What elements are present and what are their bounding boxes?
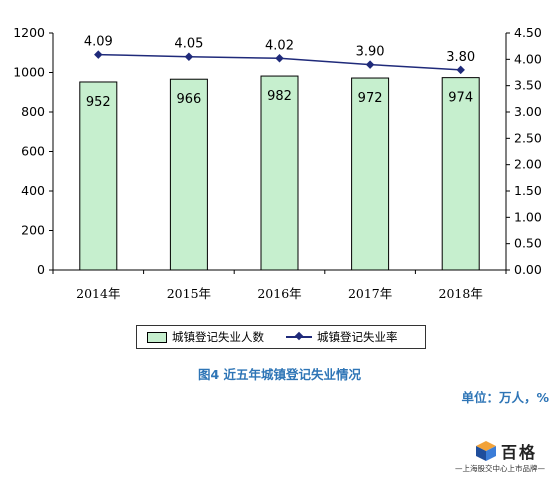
line-value-label: 4.05 xyxy=(174,37,203,52)
right-tick-label: 3.50 xyxy=(514,78,542,93)
x-tick-label: 2015年 xyxy=(167,286,211,301)
right-tick-label: 2.00 xyxy=(514,157,542,172)
right-tick-label: 1.00 xyxy=(514,209,542,224)
left-tick-label: 400 xyxy=(21,183,45,198)
line-value-label: 3.90 xyxy=(356,45,385,60)
right-tick-label: 4.00 xyxy=(514,51,542,66)
line-point xyxy=(275,54,284,63)
legend-item-bar: 城镇登记失业人数 xyxy=(137,329,264,345)
figure-caption: 图4 近五年城镇登记失业情况 xyxy=(197,367,362,382)
bar xyxy=(169,78,208,271)
left-tick-label: 0 xyxy=(37,262,45,277)
brand-name: 百格 xyxy=(501,443,538,462)
brand-cube-icon xyxy=(476,441,496,461)
legend-bar-label: 城镇登记失业人数 xyxy=(172,330,264,344)
chart-legend: 城镇登记失业人数 城镇登记失业率 xyxy=(136,325,426,349)
x-tick-label: 2017年 xyxy=(348,286,392,301)
line-point xyxy=(94,50,103,59)
right-tick-label: 0.50 xyxy=(514,236,542,251)
bar xyxy=(260,75,299,271)
bar-value-label: 974 xyxy=(448,91,473,106)
legend-bar-swatch xyxy=(147,331,167,343)
bar xyxy=(351,77,390,271)
line-point xyxy=(184,52,194,61)
line-point xyxy=(365,60,375,69)
bar xyxy=(79,81,118,271)
right-tick-label: 4.50 xyxy=(514,25,542,40)
x-tick-label: 2014年 xyxy=(76,286,120,301)
brand-watermark: 百格 —上海股交中心上市品牌— xyxy=(455,436,559,479)
line-value-label: 4.09 xyxy=(84,35,113,50)
line-value-label: 3.80 xyxy=(446,50,475,65)
brand-tagline: —上海股交中心上市品牌— xyxy=(455,464,545,473)
unit-label: 单位：万人，% xyxy=(461,390,549,405)
legend-line-swatch xyxy=(286,332,312,342)
left-tick-label: 1200 xyxy=(13,25,45,40)
chart-canvas: 0 200 400 600 800 1000 1200 0.00 0.50 1.00 1.50 2.0… xyxy=(13,25,542,301)
x-tick-label: 2016年 xyxy=(257,286,301,301)
bar-value-label: 966 xyxy=(176,92,201,107)
legend-line-label: 城镇登记失业率 xyxy=(317,330,398,344)
left-tick-label: 200 xyxy=(21,223,45,238)
right-tick-label: 1.50 xyxy=(514,183,542,198)
line-point xyxy=(456,65,465,75)
left-tick-label: 600 xyxy=(21,144,45,159)
x-tick-label: 2018年 xyxy=(439,286,483,301)
legend-item-line: 城镇登记失业率 xyxy=(264,329,398,345)
bar-value-label: 952 xyxy=(86,95,111,110)
left-tick-label: 1000 xyxy=(13,65,45,80)
right-tick-label: 0.00 xyxy=(514,262,542,277)
bar xyxy=(441,77,480,271)
line-value-label: 4.02 xyxy=(265,38,294,53)
right-tick-label: 2.50 xyxy=(514,130,542,145)
bar-value-label: 972 xyxy=(358,91,383,106)
bar-value-label: 982 xyxy=(267,89,292,104)
left-tick-label: 800 xyxy=(21,104,45,119)
right-tick-label: 3.00 xyxy=(514,104,542,119)
